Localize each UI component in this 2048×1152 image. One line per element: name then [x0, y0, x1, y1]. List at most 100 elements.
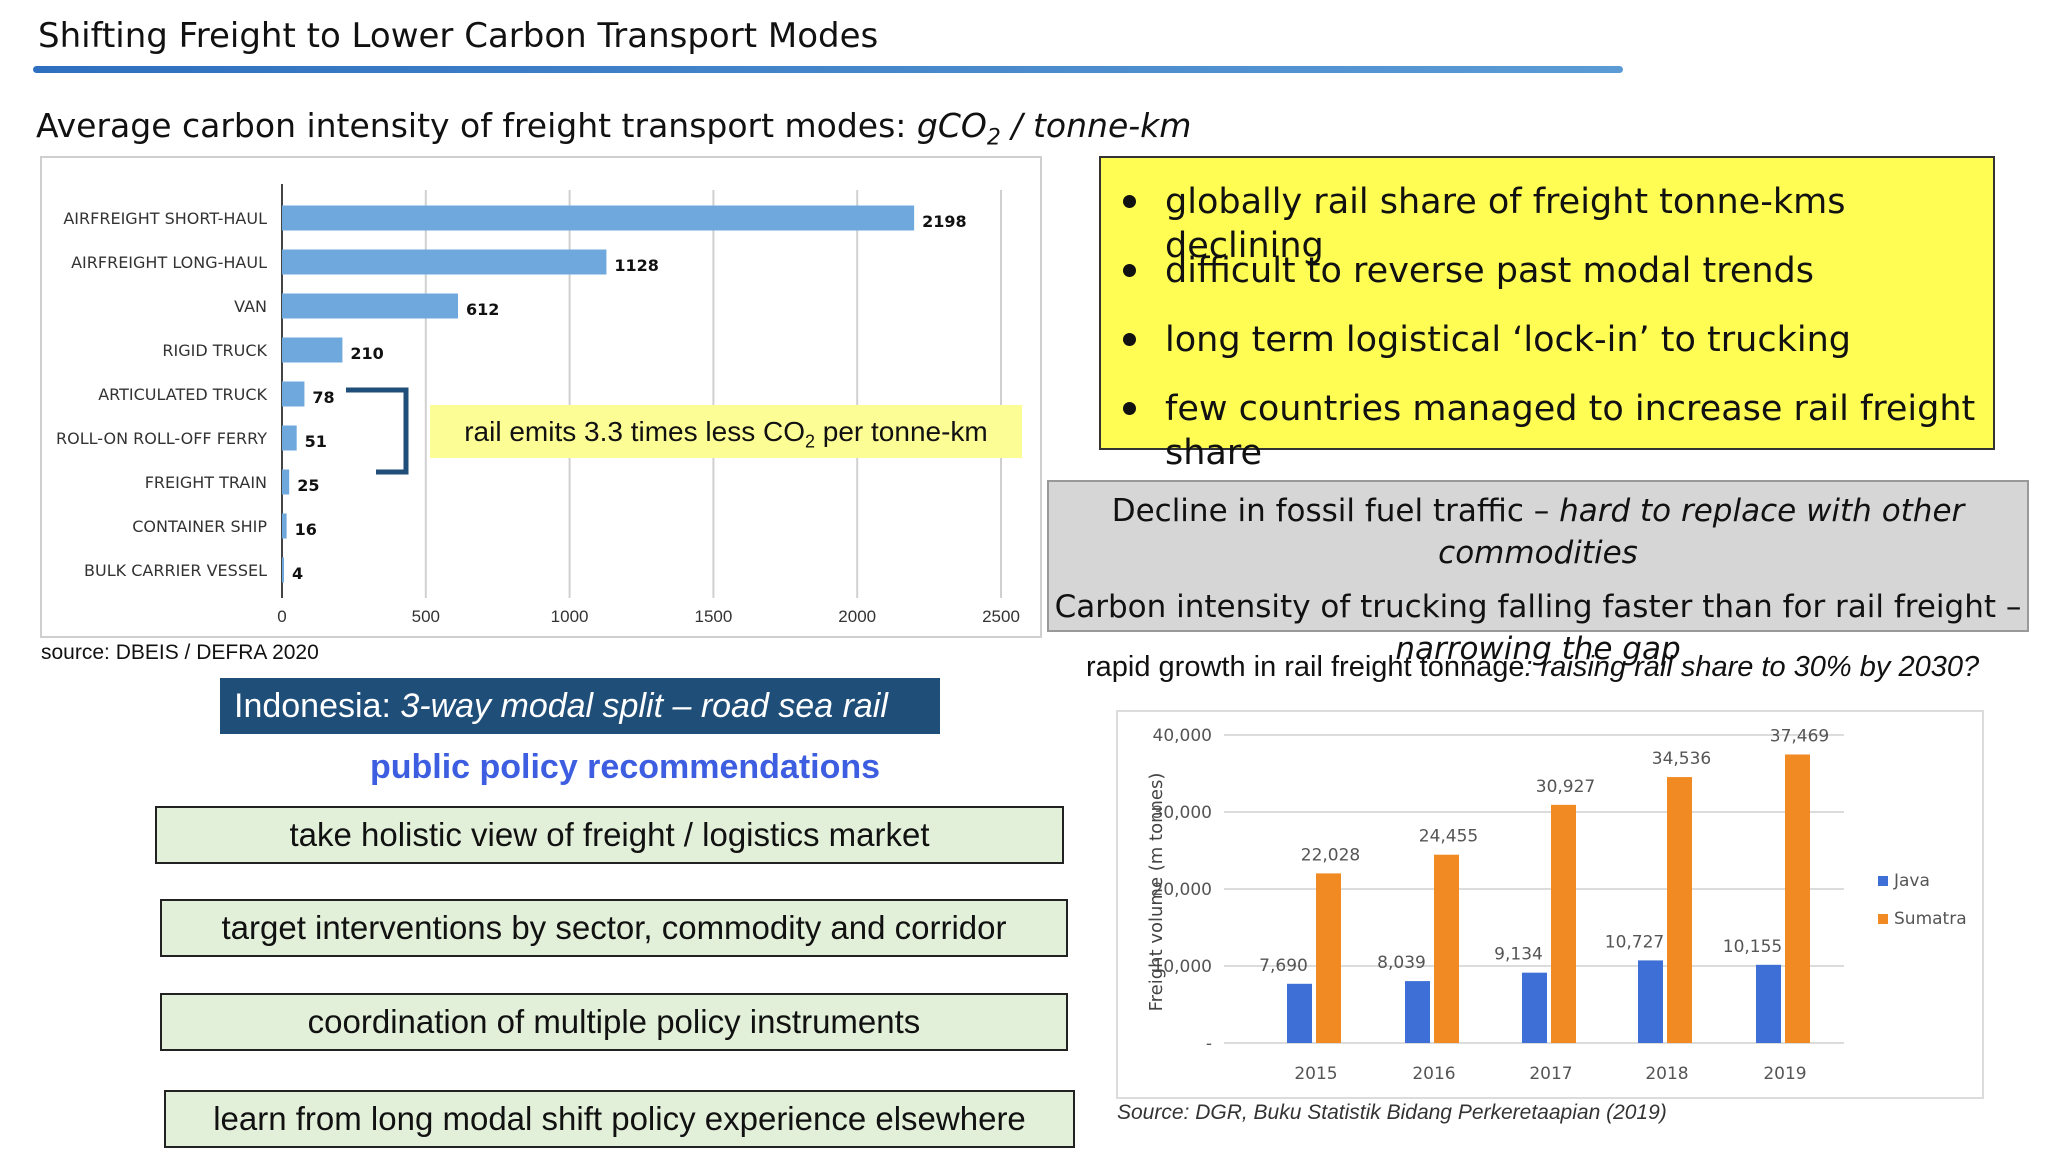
- data-label: 1128: [614, 256, 659, 275]
- indonesia-banner: Indonesia: 3-way modal split – road sea …: [220, 678, 940, 734]
- category-label: ROLL-ON ROLL-OFF FERRY: [56, 429, 267, 448]
- data-label: 7,690: [1259, 956, 1308, 976]
- y-axis-label: Freight volume (m tonnes): [1146, 773, 1167, 1012]
- bar: [282, 381, 305, 407]
- data-label: 30,927: [1536, 777, 1595, 797]
- category-label: VAN: [234, 297, 267, 316]
- recommendation-box: take holistic view of freight / logistic…: [155, 806, 1064, 864]
- bullet-item: difficult to reverse past modal trends: [1119, 249, 1993, 318]
- subtitle-unit-sub: 2: [986, 125, 1001, 151]
- x-tick-label: 2019: [1763, 1064, 1806, 1084]
- bar: [282, 337, 343, 363]
- recommendation-box: target interventions by sector, commodit…: [160, 899, 1068, 957]
- category-label: ARTICULATED TRUCK: [98, 385, 267, 404]
- title-underline: [33, 66, 1623, 73]
- note-text-a: rail emits 3.3 times less CO: [464, 416, 805, 447]
- bullet-item: globally rail share of freight tonne-kms…: [1119, 180, 1993, 266]
- rail-emissions-note: rail emits 3.3 times less CO2 per tonne-…: [430, 405, 1022, 458]
- grey-line-1: Decline in fossil fuel traffic – hard to…: [1049, 490, 2027, 574]
- subtitle-unit: gCO2 / tonne-km: [916, 106, 1192, 151]
- indo-text-b: 3-way modal split – road sea rail: [400, 687, 888, 725]
- bar: [282, 425, 297, 451]
- policy-heading: public policy recommendations: [369, 748, 881, 786]
- bar-sumatra: [1551, 804, 1576, 1043]
- bar-sumatra: [1434, 854, 1459, 1043]
- bullet-text: difficult to reverse past modal trends: [1165, 251, 1815, 291]
- grey-line-1-a: Decline in fossil fuel traffic –: [1111, 493, 1560, 529]
- data-label: 612: [466, 300, 499, 319]
- subtitle-unit-b: / tonne-km: [1000, 106, 1192, 145]
- data-label: 4: [292, 564, 303, 583]
- category-label: FREIGHT TRAIN: [145, 473, 267, 492]
- bullet-dot-icon: [1123, 195, 1136, 208]
- note-text-sub: 2: [804, 431, 815, 452]
- y-tick-label: 20,000: [1153, 880, 1212, 900]
- subtitle-prefix: Average carbon intensity of freight tran…: [36, 106, 917, 145]
- bullet-dot-icon: [1123, 402, 1136, 415]
- fossil-fuel-note-box: Decline in fossil fuel traffic – hard to…: [1047, 480, 2029, 667]
- grey-line-2: Carbon intensity of trucking falling fas…: [1054, 589, 2022, 625]
- bullet-item: few countries managed to increase rail f…: [1119, 387, 1993, 473]
- legend-swatch-sumatra: [1878, 914, 1888, 924]
- x-tick-label: 1000: [551, 607, 589, 626]
- data-label: 9,134: [1494, 945, 1543, 965]
- x-tick-label: 2015: [1294, 1064, 1337, 1084]
- category-label: AIRFREIGHT LONG-HAUL: [71, 253, 267, 272]
- category-label: RIGID TRUCK: [162, 341, 267, 360]
- category-label: AIRFREIGHT SHORT-HAUL: [63, 209, 267, 228]
- grey-line-3: narrowing the gap: [1395, 631, 1681, 667]
- recommendation-box: coordination of multiple policy instrume…: [160, 993, 1068, 1051]
- data-label: 51: [305, 432, 327, 451]
- rail-freight-volume-svg: - 10,000 20,000 30,000 40,000 Freight volume …: [1146, 726, 1967, 1084]
- x-tick-label: 1500: [694, 607, 732, 626]
- chart-subtitle: Average carbon intensity of freight tran…: [36, 106, 1191, 151]
- bar: [282, 557, 284, 583]
- data-label: 37,469: [1770, 726, 1829, 746]
- y-tick-label: 30,000: [1153, 803, 1212, 823]
- trends-bullet-list: globally rail share of freight tonne-kms…: [1119, 180, 1993, 473]
- bar: [282, 513, 287, 539]
- bar-java: [1756, 964, 1781, 1043]
- legend-label: Sumatra: [1894, 909, 1967, 929]
- indo-text-a: Indonesia:: [234, 687, 401, 725]
- trends-bullet-box: globally rail share of freight tonne-kms…: [1099, 156, 1995, 473]
- recommendation-box: learn from long modal shift policy exper…: [164, 1090, 1075, 1148]
- bullet-text: long term logistical ‘lock-in’ to trucki…: [1165, 320, 1851, 360]
- category-label: CONTAINER SHIP: [132, 517, 267, 536]
- legend-label: Java: [1893, 871, 1930, 891]
- bullet-dot-icon: [1123, 333, 1136, 346]
- data-label: 34,536: [1652, 749, 1711, 769]
- carbon-intensity-chart: 0 500 1000 1500 2000 2500 AIRFREIGHT SHORT-HAU…: [40, 156, 1042, 638]
- y-tick-label: 40,000: [1153, 726, 1212, 746]
- slide-title: Shifting Freight to Lower Carbon Transpo…: [38, 16, 879, 56]
- chart2-source: Source: DGR, Buku Statistik Bidang Perke…: [1117, 1101, 1667, 1124]
- x-tick-label: 0: [277, 607, 286, 626]
- bullet-text: globally rail share of freight tonne-kms…: [1165, 182, 1846, 266]
- bar-java: [1405, 981, 1430, 1043]
- data-label: 8,039: [1377, 953, 1426, 973]
- annotation-bracket: [346, 387, 409, 475]
- rail-freight-volume-chart: - 10,000 20,000 30,000 40,000 Freight volume …: [1116, 710, 1984, 1099]
- y-tick-label: -: [1206, 1034, 1212, 1054]
- x-tick-label: 500: [412, 607, 440, 626]
- bar: [282, 249, 607, 275]
- x-tick-label: 2018: [1645, 1064, 1688, 1084]
- x-tick-label: 2000: [838, 607, 876, 626]
- bar: [282, 469, 290, 495]
- y-tick-label: 10,000: [1153, 957, 1212, 977]
- bullet-item: long term logistical ‘lock-in’ to trucki…: [1119, 318, 1993, 387]
- grey-line-1-b: hard to replace with other commodities: [1438, 493, 1965, 571]
- bullet-dot-icon: [1123, 264, 1136, 277]
- bar-sumatra: [1785, 754, 1810, 1043]
- legend-swatch-java: [1878, 876, 1888, 886]
- data-label: 22,028: [1301, 845, 1360, 865]
- data-label: 78: [312, 388, 334, 407]
- note-text-b: per tonne-km: [815, 416, 988, 447]
- subtitle-unit-a: gCO: [916, 106, 987, 145]
- carbon-intensity-svg: 0 500 1000 1500 2000 2500 AIRFREIGHT SHORT-HAU…: [56, 184, 1020, 626]
- rapid-text-a: rapid growth in rail freight tonnage: [1086, 651, 1525, 683]
- x-tick-label: 2500: [982, 607, 1020, 626]
- data-label: 2198: [922, 212, 967, 231]
- data-label: 16: [295, 520, 317, 539]
- data-label: 210: [350, 344, 383, 363]
